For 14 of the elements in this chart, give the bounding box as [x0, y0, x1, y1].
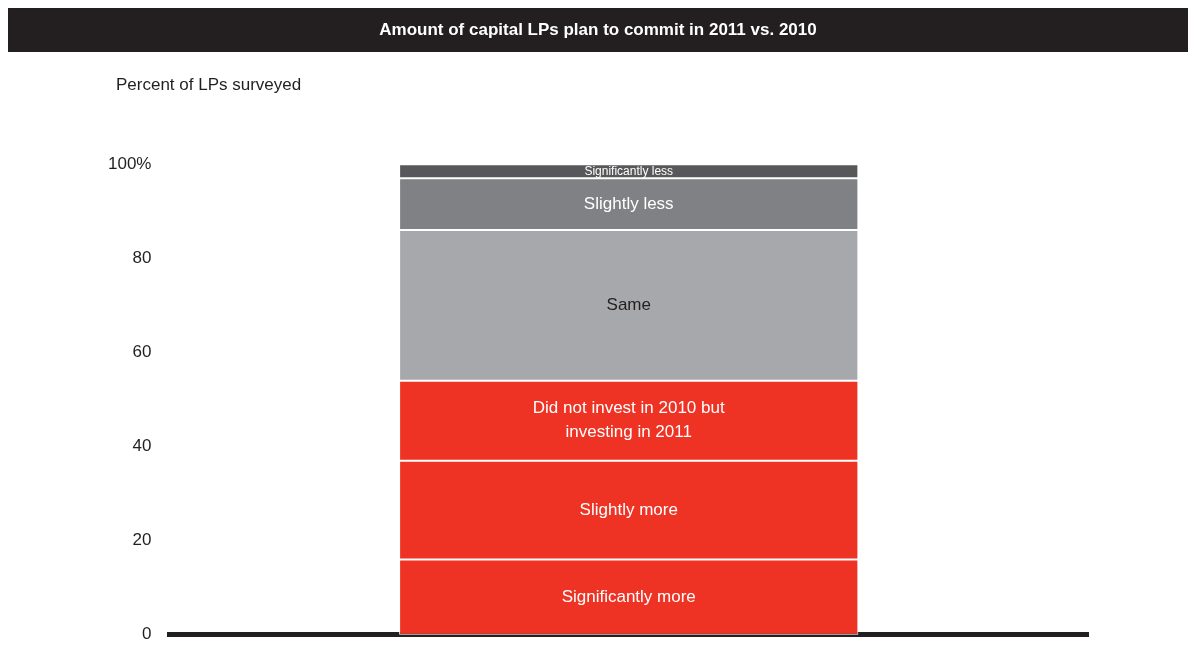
series-label: Same [606, 295, 651, 315]
series-label: Did not invest in 2010 but investing in 2011 [532, 398, 725, 442]
series-label: Significantly more [561, 586, 696, 606]
series-label: Significantly less [584, 163, 674, 178]
y-tick-label: 20 [132, 530, 152, 550]
y-tick-label: 100% [108, 153, 152, 173]
series-label: Slightly more [579, 499, 678, 519]
y-tick-label: 0 [142, 624, 152, 644]
y-axis-title: Percent of LPs surveyed [116, 75, 302, 95]
chart-title: Amount of capital LPs plan to commit in 2011 vs. 2010 [8, 8, 1188, 52]
y-tick-label: 60 [132, 342, 152, 362]
y-tick-label: 40 [132, 436, 152, 456]
series-label: Slightly less [583, 193, 674, 213]
y-tick-label: 80 [132, 248, 152, 268]
